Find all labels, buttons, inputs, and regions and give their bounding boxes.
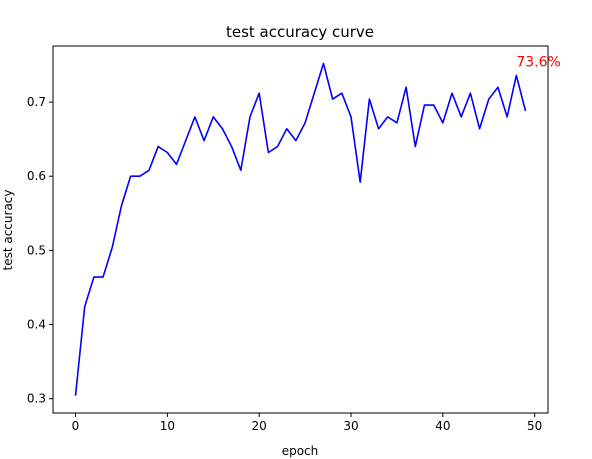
y-tick-label: 0.5 [27, 243, 46, 257]
x-tick-label: 10 [160, 419, 175, 433]
accuracy-data-point [359, 181, 361, 183]
accuracy-data-point [176, 163, 178, 165]
accuracy-data-point [442, 122, 444, 124]
peak-accuracy-annotation: 73.6% [516, 54, 560, 70]
accuracy-data-point [157, 146, 159, 148]
accuracy-data-point [286, 128, 288, 130]
accuracy-data-point [212, 116, 214, 118]
x-tick-label: 30 [343, 419, 358, 433]
accuracy-data-point [267, 151, 269, 153]
accuracy-data-point [313, 92, 315, 94]
accuracy-data-point [231, 146, 233, 148]
accuracy-series-line [74, 62, 527, 396]
accuracy-data-point [102, 276, 104, 278]
accuracy-data-point [506, 116, 508, 118]
accuracy-data-point [497, 86, 499, 88]
accuracy-data-point [488, 98, 490, 100]
y-tick-label: 0.7 [27, 95, 46, 109]
accuracy-data-point [194, 116, 196, 118]
accuracy-data-point [396, 122, 398, 124]
x-axis-ticks: 0 10 20 30 40 50 [72, 413, 542, 433]
accuracy-data-point [84, 306, 86, 308]
x-tick-label: 40 [435, 419, 450, 433]
accuracy-data-point [414, 146, 416, 148]
y-axis-ticks: 0.3 0.4 0.5 0.6 0.7 [27, 95, 53, 406]
accuracy-data-point [341, 92, 343, 94]
x-tick-label: 50 [527, 419, 542, 433]
accuracy-data-point [249, 116, 251, 118]
accuracy-data-point [93, 276, 95, 278]
y-tick-label: 0.6 [27, 169, 46, 183]
accuracy-data-point [75, 395, 77, 397]
accuracy-data-point [332, 98, 334, 100]
accuracy-data-point [405, 86, 407, 88]
accuracy-data-point [469, 92, 471, 94]
series-layer [74, 62, 527, 397]
accuracy-data-point [111, 246, 113, 248]
accuracy-data-point [451, 92, 453, 94]
accuracy-data-point [378, 128, 380, 130]
y-tick-label: 0.4 [27, 318, 46, 332]
plot-area: 0 10 20 30 40 50 0.3 0.4 0.5 0.6 0.7 [27, 45, 549, 433]
y-axis-label: test accuracy [1, 190, 15, 271]
x-tick-label: 0 [72, 419, 80, 433]
accuracy-data-point [203, 140, 205, 142]
accuracy-data-point [221, 128, 223, 130]
accuracy-data-point [120, 205, 122, 207]
axes-frame [52, 45, 549, 414]
accuracy-data-point [515, 74, 517, 76]
accuracy-data-point [350, 116, 352, 118]
accuracy-data-point [387, 116, 389, 118]
accuracy-data-point [166, 151, 168, 153]
accuracy-data-point [322, 63, 324, 65]
accuracy-data-point [240, 169, 242, 171]
accuracy-data-point [148, 169, 150, 171]
chart-title: test accuracy curve [226, 23, 374, 41]
accuracy-data-point [139, 175, 141, 177]
accuracy-data-point [460, 116, 462, 118]
accuracy-data-point [433, 104, 435, 106]
accuracy-data-point [130, 175, 132, 177]
accuracy-data-point [185, 140, 187, 142]
accuracy-data-point [295, 140, 297, 142]
x-tick-label: 20 [252, 419, 267, 433]
accuracy-data-point [423, 104, 425, 106]
accuracy-data-point [277, 146, 279, 148]
accuracy-data-point [368, 98, 370, 100]
accuracy-data-point [258, 92, 260, 94]
y-tick-label: 0.3 [27, 392, 46, 406]
accuracy-data-point [479, 128, 481, 130]
accuracy-data-point [304, 122, 306, 124]
accuracy-data-point [525, 110, 527, 112]
x-axis-label: epoch [282, 444, 319, 458]
